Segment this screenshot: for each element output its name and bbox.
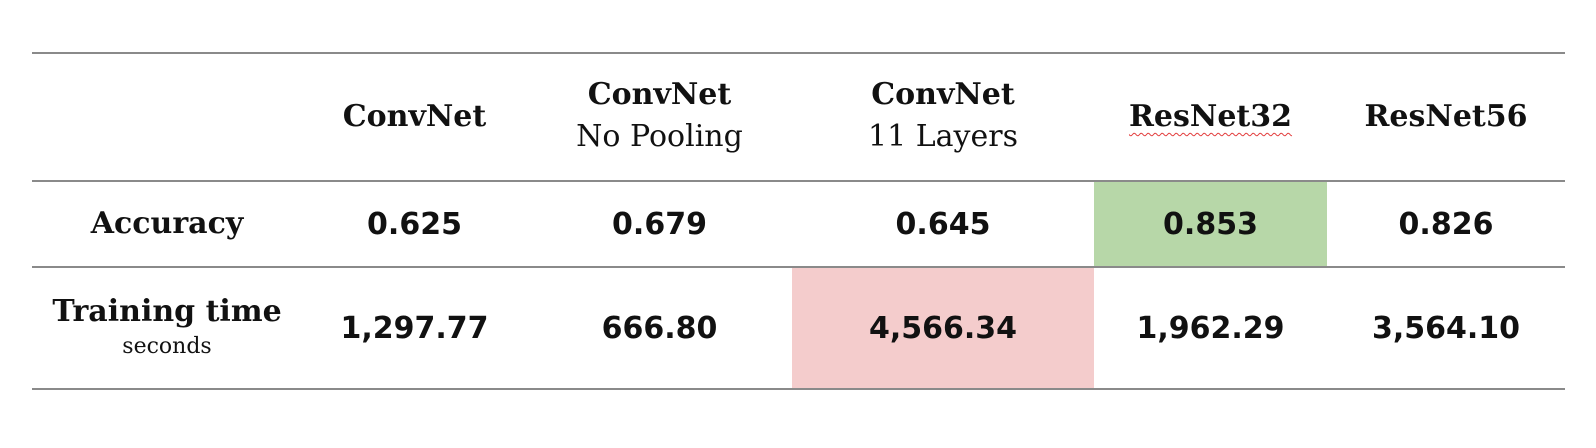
- header-convnet-11-layers: ConvNet 11 Layers: [792, 53, 1094, 181]
- header-resnet56: ResNet56: [1327, 53, 1565, 181]
- table-body: Accuracy 0.625 0.679 0.645 0.853 0.826 T…: [32, 181, 1565, 389]
- header-title: ConvNet: [587, 77, 732, 112]
- row-label-cell: Accuracy: [32, 181, 302, 267]
- table-header: ConvNet ConvNet No Pooling ConvNet 11 La…: [32, 53, 1565, 181]
- header-convnet: ConvNet: [302, 53, 527, 181]
- header-empty-cell: [32, 53, 302, 181]
- cell-value: 1,962.29: [1136, 310, 1285, 346]
- cell-value: 0.625: [367, 206, 462, 242]
- model-comparison-table: ConvNet ConvNet No Pooling ConvNet 11 La…: [32, 52, 1565, 390]
- cell-value: 0.679: [612, 206, 707, 242]
- cell-value: 0.853: [1163, 206, 1258, 242]
- table-cell: 1,297.77: [302, 267, 527, 389]
- header-row: ConvNet ConvNet No Pooling ConvNet 11 La…: [32, 53, 1565, 181]
- row-sublabel: seconds: [122, 334, 212, 359]
- row-label: Training time: [52, 294, 282, 329]
- table-row-accuracy: Accuracy 0.625 0.679 0.645 0.853 0.826: [32, 181, 1565, 267]
- header-title: ResNet56: [1364, 99, 1528, 134]
- table-cell: 3,564.10: [1327, 267, 1565, 389]
- header-subtitle: No Pooling: [576, 119, 743, 154]
- table-cell: 666.80: [527, 267, 792, 389]
- table-cell: 0.645: [792, 181, 1094, 267]
- row-label: Accuracy: [90, 206, 244, 241]
- table-cell: 0.679: [527, 181, 792, 267]
- cell-value: 3,564.10: [1371, 310, 1521, 346]
- header-resnet32: ResNet32: [1094, 53, 1327, 181]
- table-cell-best: 0.853: [1094, 181, 1327, 267]
- table-cell-worst: 4,566.34: [792, 267, 1094, 389]
- cell-value: 4,566.34: [868, 310, 1018, 346]
- row-label-cell: Training time seconds: [32, 267, 302, 389]
- header-title: ConvNet: [342, 99, 487, 134]
- results-table-container: ConvNet ConvNet No Pooling ConvNet 11 La…: [32, 52, 1565, 390]
- table-cell: 0.625: [302, 181, 527, 267]
- table-cell: 1,962.29: [1094, 267, 1327, 389]
- header-title: ResNet32: [1128, 99, 1293, 134]
- table-row-training-time: Training time seconds 1,297.77 666.80 4,…: [32, 267, 1565, 389]
- header-subtitle: 11 Layers: [868, 119, 1018, 154]
- cell-value: 666.80: [601, 310, 718, 346]
- cell-value: 0.645: [895, 206, 991, 242]
- header-title: ConvNet: [871, 77, 1015, 112]
- cell-value: 1,297.77: [340, 310, 489, 346]
- table-cell: 0.826: [1327, 181, 1565, 267]
- cell-value: 0.826: [1398, 206, 1494, 242]
- header-convnet-no-pooling: ConvNet No Pooling: [527, 53, 792, 181]
